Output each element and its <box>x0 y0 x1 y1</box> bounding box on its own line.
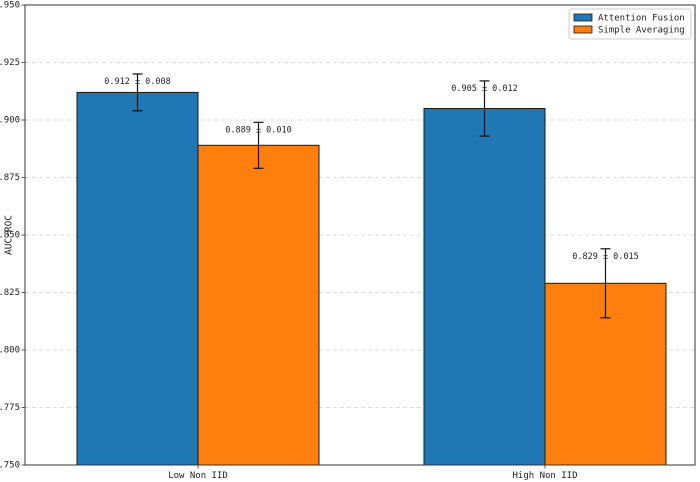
y-tick-label: 0.800 <box>0 346 20 356</box>
error-bars <box>132 73 611 319</box>
data-label: 0.905 ± 0.012 <box>451 84 518 94</box>
y-tick-label: 0.775 <box>0 403 20 413</box>
data-label: 0.889 ± 0.010 <box>225 125 292 135</box>
y-tick-label: 0.825 <box>0 288 20 298</box>
y-axis-label: AUC-ROC <box>4 215 15 255</box>
y-tick-label: 0.850 <box>0 231 20 241</box>
data-label: 0.912 ± 0.008 <box>104 77 171 87</box>
legend: Attention Fusion Simple Averaging <box>568 8 692 40</box>
y-tick-label: 0.950 <box>0 1 20 11</box>
legend-swatch <box>573 25 593 34</box>
legend-swatch <box>573 13 593 22</box>
data-label: 0.829 ± 0.015 <box>572 252 639 262</box>
y-tick-label: 0.925 <box>0 58 20 68</box>
bars <box>76 91 667 466</box>
legend-label: Attention Fusion <box>598 14 685 24</box>
y-tick-label: 0.875 <box>0 173 20 183</box>
y-tick-label: 0.750 <box>0 461 20 471</box>
y-tick-label: 0.900 <box>0 116 20 126</box>
x-tick-label: Low Non IID <box>168 471 228 481</box>
y-axis-ticks: 0.750 0.775 0.800 0.825 0.850 0.875 0.900 0.925… <box>0 1 25 471</box>
data-labels: 0.912 ± 0.008 0.889 ± 0.010 0.905 ± 0.012 0… <box>104 77 639 262</box>
bar <box>423 108 546 466</box>
x-axis-ticks: Low Non IID High Non IID <box>168 465 578 481</box>
plot-frame <box>24 4 696 466</box>
legend-label: Simple Averaging <box>598 26 685 36</box>
bar <box>76 91 199 466</box>
x-tick-label: High Non IID <box>512 471 577 481</box>
bar <box>197 144 320 466</box>
legend-box <box>568 8 692 40</box>
